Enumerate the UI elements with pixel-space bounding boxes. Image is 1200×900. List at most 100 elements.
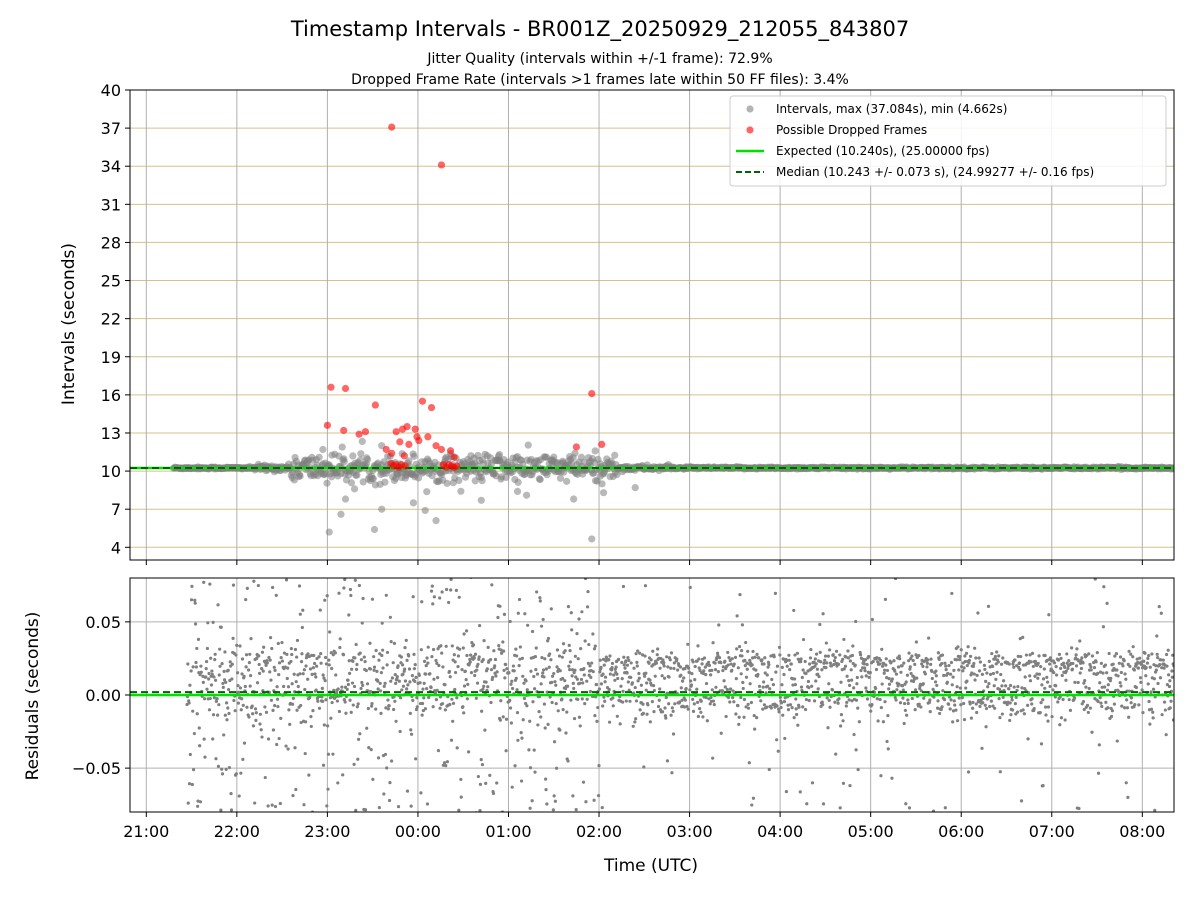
residual-point xyxy=(1012,685,1016,689)
residual-point xyxy=(459,777,463,782)
residual-point xyxy=(240,657,245,661)
residual-point xyxy=(298,612,302,616)
residual-point xyxy=(363,808,368,812)
residual-point xyxy=(544,667,549,671)
bottom-y-axis-label: Residuals (seconds) xyxy=(23,612,43,781)
residual-point xyxy=(1112,702,1117,706)
residual-point xyxy=(1145,661,1150,665)
residual-point xyxy=(260,735,264,739)
residual-point xyxy=(581,780,586,784)
residual-point xyxy=(887,682,892,686)
residual-point xyxy=(541,668,546,672)
x-tick-label: 22:00 xyxy=(214,822,260,841)
residual-point xyxy=(393,699,397,703)
residual-point xyxy=(529,669,533,673)
residual-point xyxy=(795,712,799,717)
residual-point xyxy=(594,682,599,687)
residual-point xyxy=(639,683,643,687)
residual-point xyxy=(960,665,964,669)
residual-point xyxy=(926,658,930,662)
residual-point xyxy=(276,641,280,646)
residual-point xyxy=(280,640,284,645)
residual-point xyxy=(1026,737,1030,741)
residual-point xyxy=(644,671,648,675)
residual-point xyxy=(403,679,408,683)
residual-point xyxy=(1001,679,1006,683)
residual-point xyxy=(363,659,367,664)
residual-point xyxy=(687,670,692,675)
residual-point xyxy=(581,681,585,685)
top-y-axis-label: Intervals (seconds) xyxy=(59,243,79,405)
residual-point xyxy=(579,677,584,682)
residual-point xyxy=(942,698,947,702)
residual-point xyxy=(534,668,538,672)
residual-point xyxy=(602,695,606,699)
residual-point xyxy=(317,655,321,659)
residual-point xyxy=(654,661,659,665)
residual-point xyxy=(489,657,493,662)
residual-point xyxy=(374,648,378,653)
residual-point xyxy=(880,647,884,651)
residual-point xyxy=(682,705,687,709)
residual-point xyxy=(357,583,361,588)
residual-point xyxy=(320,686,324,690)
interval-point xyxy=(631,483,639,492)
residual-point xyxy=(637,676,641,680)
top-plot-frame xyxy=(129,89,1175,561)
residual-point xyxy=(673,702,677,706)
residual-point xyxy=(1148,665,1152,669)
residual-point xyxy=(209,683,214,687)
residual-point xyxy=(254,711,258,715)
residual-point xyxy=(744,705,748,709)
residual-point xyxy=(510,679,514,683)
residual-point xyxy=(321,763,326,767)
residual-point xyxy=(819,660,823,664)
residual-point xyxy=(828,661,833,665)
residual-point xyxy=(977,669,982,673)
residual-point xyxy=(943,661,947,665)
interval-point xyxy=(591,447,599,455)
residual-point xyxy=(343,578,347,582)
residual-point xyxy=(420,600,424,604)
residual-point xyxy=(546,722,550,726)
residual-point xyxy=(850,678,854,682)
residual-point xyxy=(632,666,636,670)
residual-point xyxy=(1054,665,1058,669)
interval-point xyxy=(370,525,379,534)
residual-point xyxy=(898,701,903,705)
residual-point xyxy=(731,689,735,693)
residual-point xyxy=(705,719,709,723)
residual-point xyxy=(546,636,551,641)
residual-point xyxy=(883,700,887,704)
residual-point xyxy=(322,723,326,727)
residual-point xyxy=(224,701,229,705)
residual-point xyxy=(254,718,258,723)
residual-point xyxy=(904,802,908,806)
residual-point xyxy=(833,655,837,660)
residual-point xyxy=(527,748,531,752)
residual-point xyxy=(1103,685,1107,689)
residual-point xyxy=(209,656,213,660)
chart-subtitle-jitter: Jitter Quality (intervals within +/-1 fr… xyxy=(426,51,772,67)
residual-point xyxy=(812,699,817,703)
residual-point xyxy=(1099,701,1103,705)
residual-point xyxy=(751,796,756,800)
residual-point xyxy=(306,677,310,681)
residual-point xyxy=(761,685,765,689)
residual-point xyxy=(869,709,873,713)
residual-point xyxy=(463,669,467,673)
residual-point xyxy=(974,656,978,660)
residual-point xyxy=(1019,799,1024,803)
residual-point xyxy=(227,765,232,770)
residual-point xyxy=(633,720,637,724)
residual-point xyxy=(379,711,383,715)
residual-point xyxy=(967,661,971,665)
residual-point xyxy=(890,776,894,780)
residual-point xyxy=(326,724,330,728)
residual-point xyxy=(983,667,987,672)
residual-point xyxy=(1004,684,1008,688)
residual-point xyxy=(249,674,253,678)
residual-point xyxy=(524,679,528,683)
residual-point xyxy=(1158,662,1162,667)
residual-point xyxy=(422,696,426,700)
